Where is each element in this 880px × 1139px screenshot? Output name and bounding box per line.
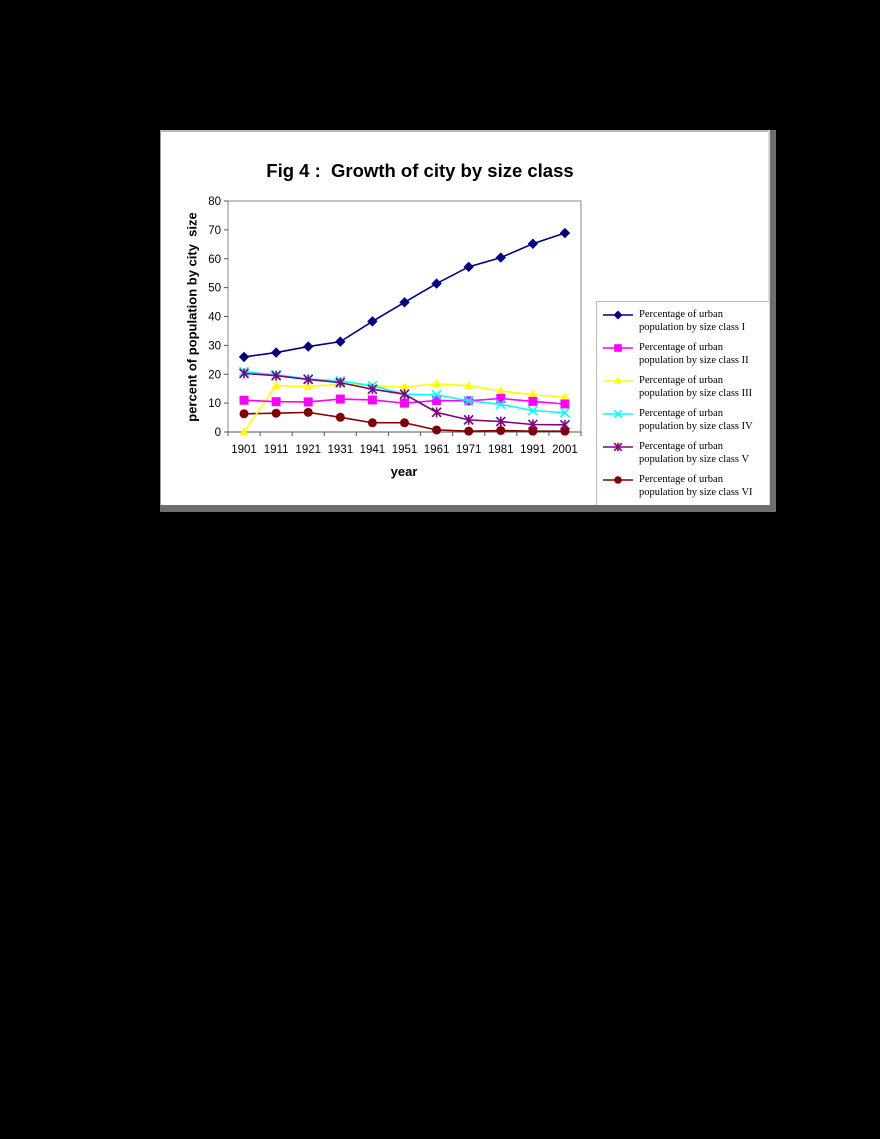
legend-label: Percentage of urban	[639, 441, 723, 452]
legend-swatch-circle-icon	[603, 476, 633, 484]
x-tick-label: 1911	[264, 444, 289, 456]
legend: Percentage of urban population by size c…	[596, 301, 769, 505]
legend-item-class-iii: Percentage of urban population by size c…	[603, 374, 771, 404]
y-tick-label: 50	[208, 283, 221, 295]
frame-shadow-right	[770, 130, 776, 512]
series-line	[239, 407, 570, 436]
x-tick-label: 1921	[295, 444, 321, 456]
legend-item-class-iv: Percentage of urban population by size c…	[603, 407, 771, 437]
y-tick-label: 20	[208, 369, 221, 381]
y-tick-label: 0	[215, 427, 221, 439]
legend-swatch-diamond-icon	[603, 310, 633, 320]
x-tick-label: 1931	[328, 444, 354, 456]
legend-label: Percentage of urban	[639, 408, 723, 419]
x-axis: 1901 1911 1921 1931 1941 1951 1961 1971 1981 1991…	[227, 431, 582, 456]
x-tick-label: 1971	[456, 444, 482, 456]
legend-item-class-i: Percentage of urban population by size c…	[603, 308, 771, 338]
legend-item-class-v: Percentage of urban population by size c…	[603, 440, 771, 470]
frame-edge	[768, 130, 770, 505]
legend-label: population by size class V	[639, 454, 750, 465]
y-tick-label: 70	[208, 225, 221, 237]
legend-label: Percentage of urban	[639, 342, 723, 353]
y-tick-label: 10	[208, 398, 221, 410]
x-tick-label: 1961	[424, 444, 450, 456]
legend-label: population by size class I	[639, 322, 746, 333]
y-axis-label: percent of population by city size	[184, 212, 200, 422]
legend-item-class-ii: Percentage of urban population by size c…	[603, 341, 771, 371]
legend-label: population by size class II	[639, 355, 749, 366]
x-tick-label: 1991	[520, 444, 546, 456]
x-tick-label: 2001	[552, 444, 578, 456]
x-axis-label: year	[390, 464, 418, 479]
series-line	[238, 227, 571, 363]
legend-label: population by size class IV	[639, 421, 753, 432]
y-axis: 0 10 20 30 40 50 60 70 80	[208, 196, 228, 439]
y-tick-label: 30	[208, 340, 221, 352]
legend-swatch-x-icon	[603, 409, 633, 419]
y-tick-label: 80	[208, 196, 221, 208]
x-tick-label: 1941	[360, 444, 386, 456]
x-tick-label: 1901	[231, 444, 257, 456]
legend-label: Percentage of urban	[639, 375, 723, 386]
legend-label: Percentage of urban	[639, 474, 723, 485]
legend-swatch-star-icon	[603, 442, 633, 452]
series-line	[238, 368, 571, 430]
y-tick-label: 60	[208, 254, 221, 266]
legend-item-class-vi: Percentage of urban population by size c…	[603, 473, 771, 503]
y-tick-label: 40	[208, 312, 221, 324]
legend-label: population by size class VI	[639, 487, 753, 498]
x-tick-label: 1951	[392, 444, 418, 456]
series-layer	[238, 227, 571, 436]
legend-swatch-triangle-icon	[603, 376, 633, 384]
frame-shadow-bottom	[160, 505, 776, 512]
chart-title: Fig 4 : Growth of city by size class	[266, 160, 574, 181]
legend-swatch-square-icon	[603, 344, 633, 352]
legend-label: population by size class III	[639, 388, 753, 399]
legend-label: Percentage of urban	[639, 309, 723, 320]
x-tick-label: 1981	[488, 444, 514, 456]
